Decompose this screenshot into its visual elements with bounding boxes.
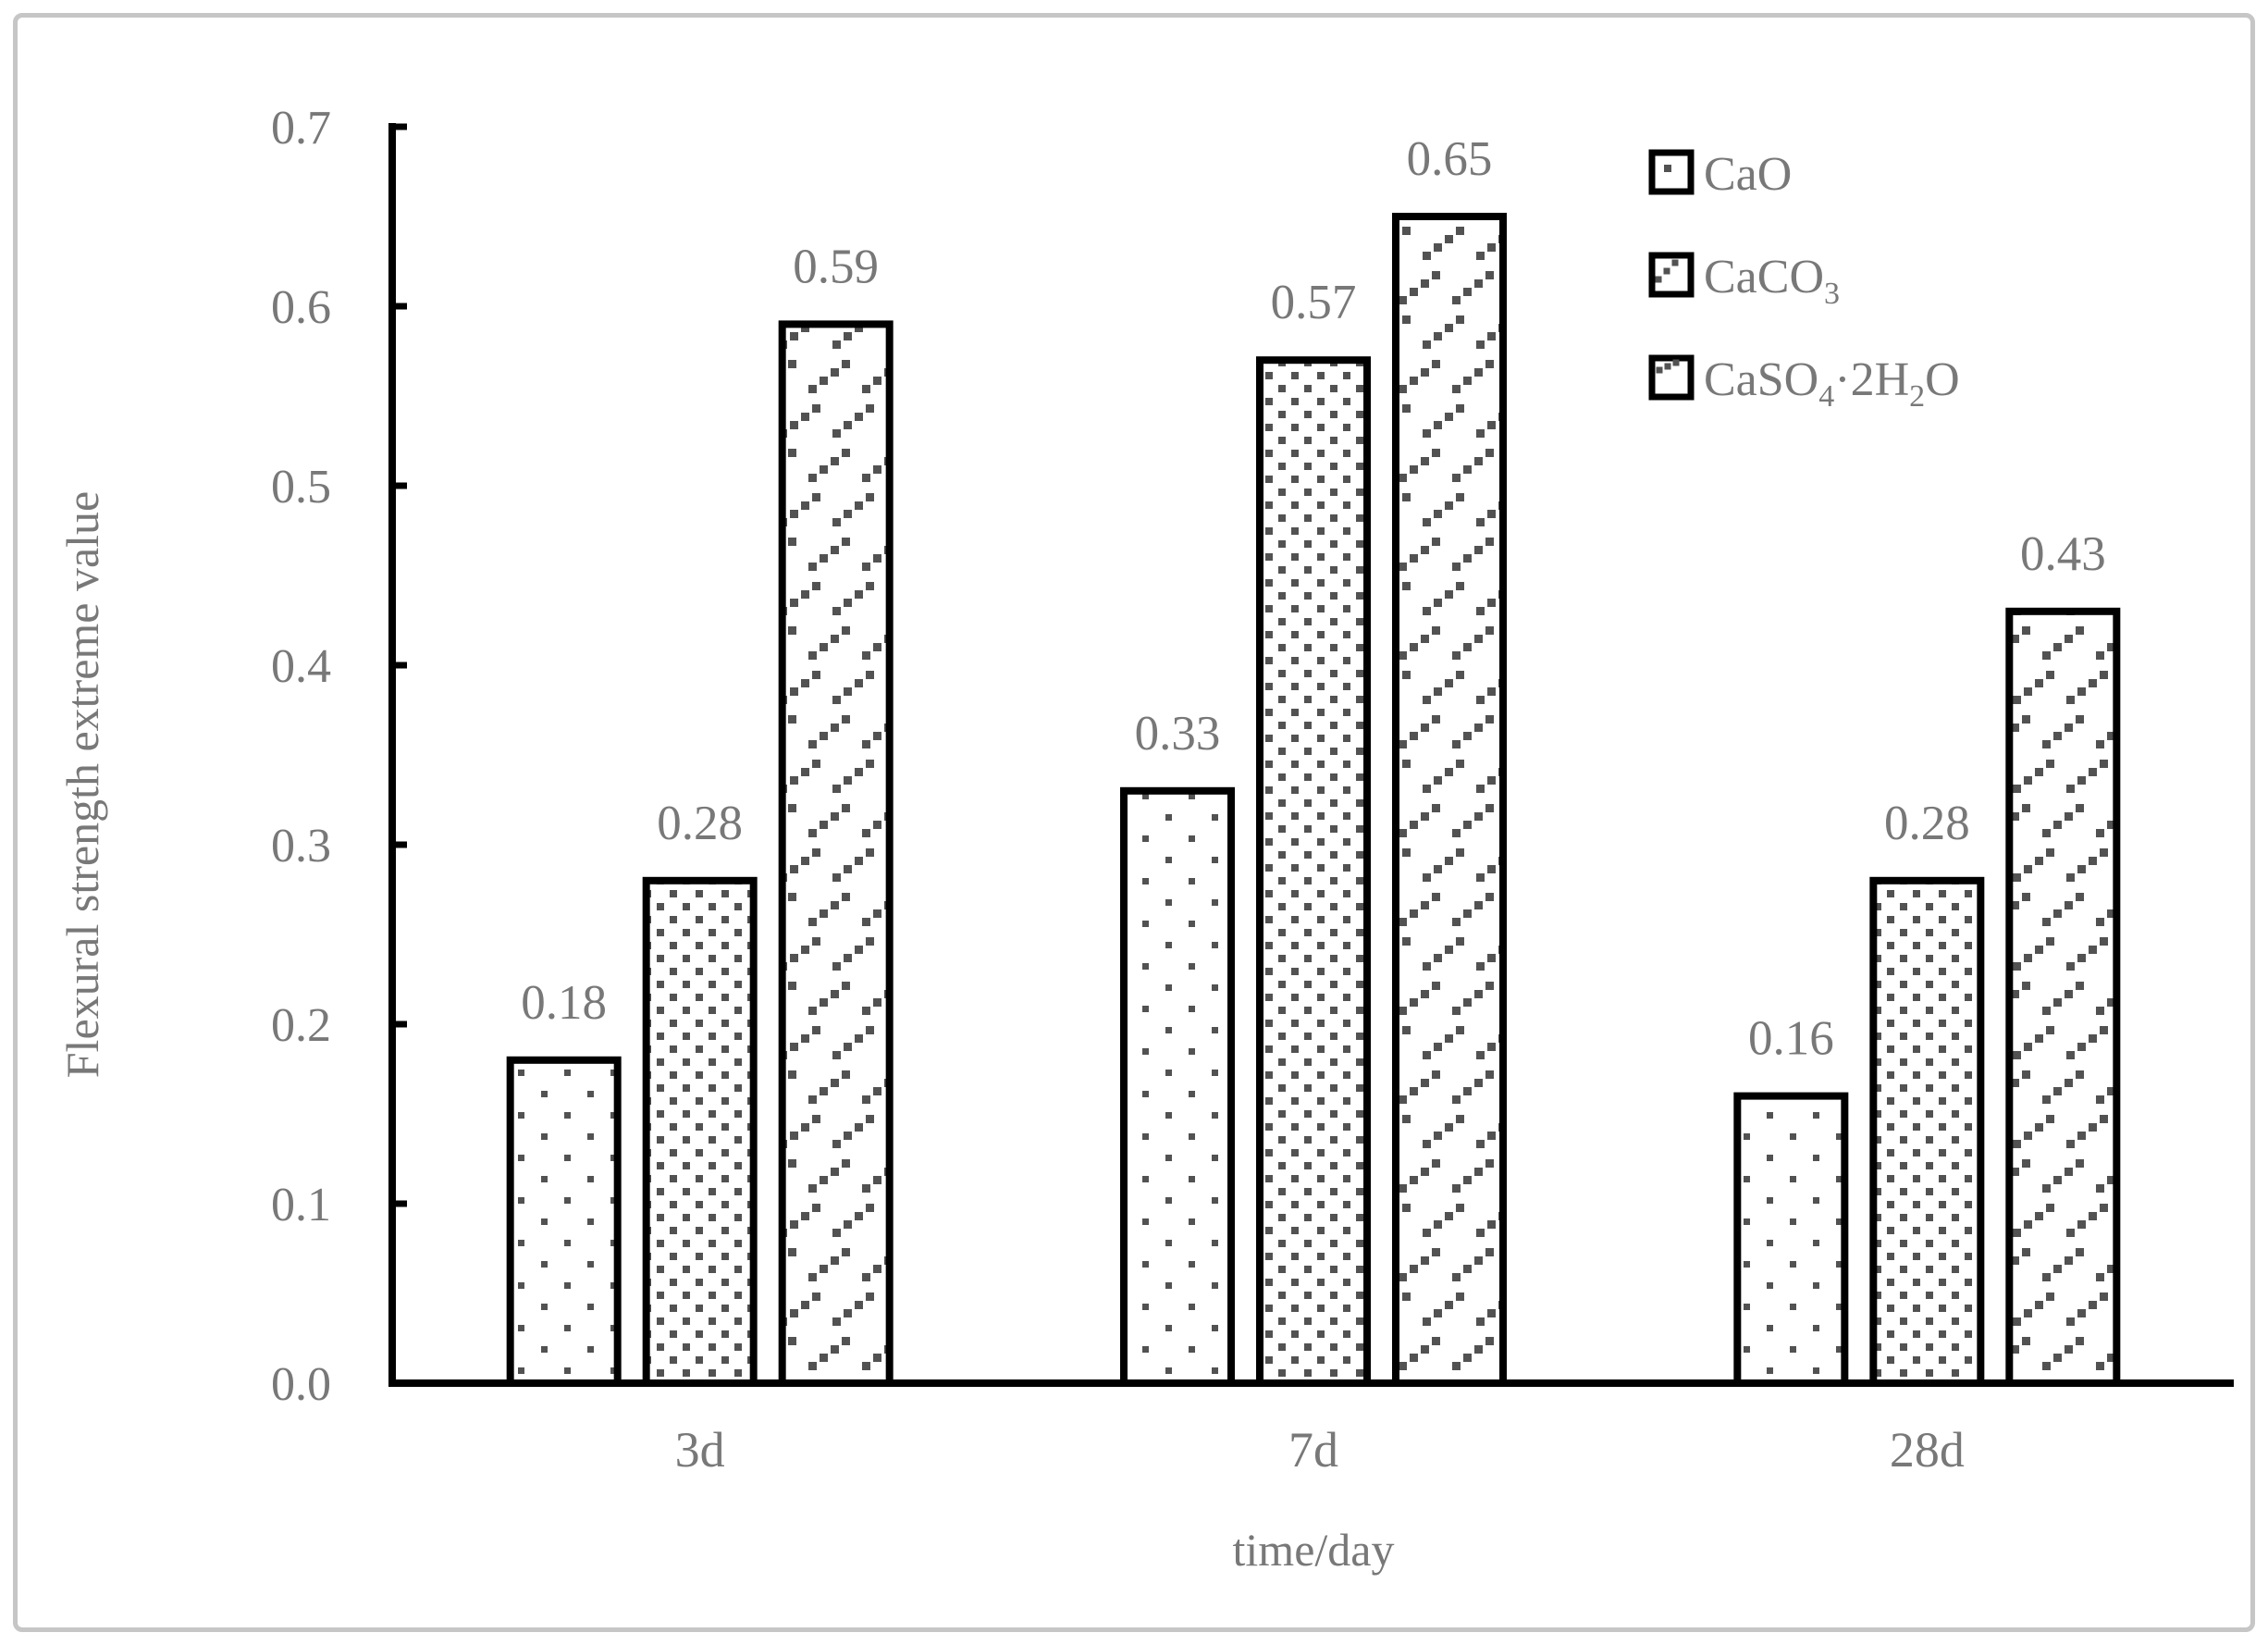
bar-value-label: 0.28 — [1884, 797, 1970, 850]
legend-swatch-pattern-dot — [1663, 267, 1670, 275]
y-axis-tick — [392, 482, 407, 489]
y-tick-label: 0.3 — [271, 820, 331, 872]
y-tick-label: 0.7 — [271, 102, 331, 155]
y-tick-label: 0.2 — [271, 999, 331, 1052]
bar-value-label: 0.33 — [1135, 707, 1221, 761]
legend-swatch-pattern-dot — [1672, 359, 1680, 366]
legend-swatch-pattern-dot — [1664, 165, 1671, 172]
y-axis-tick — [392, 1020, 407, 1028]
legend-swatch-CaCO3 — [1648, 252, 1695, 298]
bar-CaO-28d — [1733, 1092, 1849, 1387]
legend-swatch-CaSO4·2H2O — [1648, 354, 1695, 401]
y-axis-tick — [392, 303, 407, 310]
bar-CaO-7d — [1120, 786, 1235, 1387]
y-axis-tick — [392, 123, 407, 130]
bar-value-label: 0.59 — [793, 240, 879, 293]
y-axis-tick — [392, 1200, 407, 1207]
bar-value-label: 0.65 — [1407, 132, 1493, 186]
legend-swatch-pattern-dot — [1656, 366, 1663, 374]
bar-CaCO3-28d — [1869, 876, 1985, 1387]
y-tick-label: 0.1 — [271, 1179, 331, 1231]
legend-swatch-pattern-dot — [1671, 259, 1679, 266]
y-tick-label: 0.6 — [271, 281, 331, 334]
y-axis-tick — [392, 662, 407, 669]
x-category-label: 3d — [675, 1422, 725, 1478]
y-axis-tick — [392, 841, 407, 848]
bar-CaCO3-3d — [642, 876, 758, 1387]
x-axis-title: time/day — [1233, 1524, 1395, 1576]
bar-CaCO3-7d — [1256, 356, 1371, 1388]
bar-CaO-3d — [506, 1056, 622, 1388]
x-category-label: 7d — [1288, 1422, 1338, 1478]
y-axis-line — [388, 123, 396, 1387]
y-tick-label: 0.5 — [271, 461, 331, 513]
x-category-label: 28d — [1890, 1422, 1965, 1478]
bar-value-label: 0.18 — [521, 976, 607, 1030]
bar-value-label: 0.43 — [2020, 527, 2106, 581]
legend-label-CaO: CaO — [1704, 148, 1792, 201]
legend-swatch-pattern-dot — [1655, 276, 1662, 283]
legend-swatch-pattern-dot — [1664, 363, 1671, 370]
y-tick-label: 0.4 — [271, 640, 331, 693]
y-axis-title: Flexural strength extreme value — [56, 491, 108, 1079]
bar-value-label: 0.57 — [1271, 276, 1357, 329]
bar-CaSO4·2H2O-28d — [2005, 607, 2121, 1387]
bar-value-label: 0.28 — [657, 797, 743, 850]
y-tick-label: 0.0 — [271, 1358, 331, 1411]
bar-value-label: 0.16 — [1748, 1012, 1834, 1066]
bar-CaSO4·2H2O-7d — [1392, 213, 1507, 1387]
legend-label-CaCO3: CaCO3 — [1704, 251, 1840, 311]
bar-CaSO4·2H2O-3d — [778, 320, 894, 1387]
legend-label-CaSO4·2H2O: CaSO4·2H2O — [1704, 353, 1960, 414]
y-axis-tick — [392, 1379, 407, 1387]
